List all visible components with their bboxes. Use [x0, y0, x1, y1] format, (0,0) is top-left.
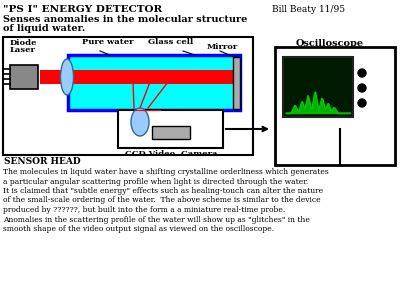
Text: Diode: Diode [10, 39, 38, 47]
Text: a particular angular scattering profile when light is directed through the water: a particular angular scattering profile … [3, 178, 308, 185]
Bar [233, 57, 240, 109]
Text: Pure water: Pure water [82, 38, 134, 46]
Text: produced by ??????, but built into the form a a miniature real-time probe.: produced by ??????, but built into the f… [3, 206, 285, 214]
Text: of liquid water.: of liquid water. [3, 24, 85, 33]
Circle shape [358, 99, 366, 107]
Bar [283, 57, 353, 117]
Text: CCD Video  Camera: CCD Video Camera [125, 150, 218, 158]
Text: of the small-scale ordering of the water.  The above scheme is similar to the de: of the small-scale ordering of the water… [3, 196, 321, 205]
Text: smooth shape of the video output signal as viewed on the oscilloscope.: smooth shape of the video output signal … [3, 225, 274, 233]
Text: Glass cell: Glass cell [148, 38, 193, 46]
Bar [275, 47, 395, 165]
Bar [3, 37, 253, 155]
Bar [68, 55, 240, 110]
Text: The molecules in liquid water have a shifting crystalline orderliness which gene: The molecules in liquid water have a shi… [3, 168, 329, 176]
Text: Mirror: Mirror [207, 43, 238, 51]
Text: Anomalies in the scattering profile of the water will show up as "glitches" in t: Anomalies in the scattering profile of t… [3, 215, 310, 223]
Ellipse shape [60, 59, 74, 95]
Text: "PS I" ENERGY DETECTOR: "PS I" ENERGY DETECTOR [3, 5, 162, 14]
Ellipse shape [131, 108, 149, 136]
Text: Oscilloscope: Oscilloscope [296, 39, 364, 48]
Bar [10, 65, 38, 89]
Text: It is claimed that "subtle energy" effects such as healing-touch can alter the n: It is claimed that "subtle energy" effec… [3, 187, 323, 195]
Bar [118, 110, 223, 148]
Text: SENSOR HEAD: SENSOR HEAD [4, 157, 81, 166]
Text: Bill Beaty 11/95: Bill Beaty 11/95 [272, 5, 345, 14]
Circle shape [358, 69, 366, 77]
Bar [152, 126, 190, 139]
Circle shape [358, 84, 366, 92]
Text: Laser: Laser [10, 46, 36, 54]
Text: Senses anomalies in the molecular structure: Senses anomalies in the molecular struct… [3, 15, 247, 24]
Bar [40, 70, 240, 84]
